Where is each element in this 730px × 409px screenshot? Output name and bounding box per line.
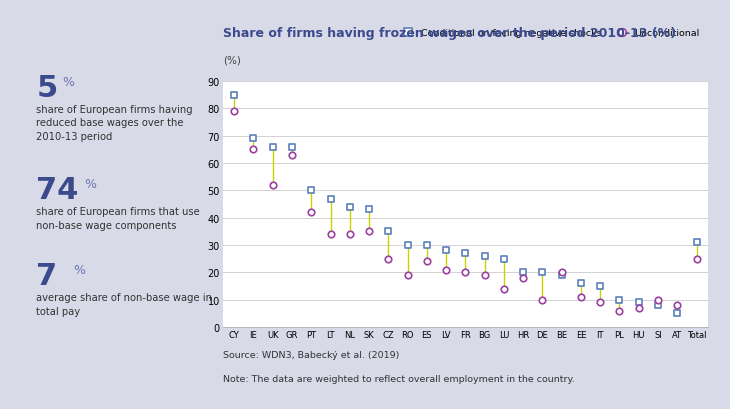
Point [228,108,240,115]
Point [421,258,433,265]
Point [498,286,510,292]
Point [594,283,606,290]
Point [402,242,413,249]
Point [479,253,491,260]
Point [672,310,683,317]
Text: average share of non-base wage in
total pay: average share of non-base wage in total … [36,292,212,316]
Point [518,275,529,281]
Point [556,270,567,276]
Text: Source: WDN3, Babecký et al. (2019): Source: WDN3, Babecký et al. (2019) [223,350,399,359]
Point [537,270,548,276]
Point [247,147,259,153]
Point [440,267,452,273]
Point [614,297,626,303]
Text: (%): (%) [223,55,240,65]
Text: 74: 74 [36,176,79,205]
Point [344,204,356,211]
Point [575,294,587,301]
Point [460,270,472,276]
Point [537,297,548,303]
Point [633,299,645,306]
Point [652,297,664,303]
Text: share of European firms having
reduced base wages over the
2010-13 period: share of European firms having reduced b… [36,104,193,142]
Point [228,92,240,99]
Text: Share of firms having frozen wages over the period 2010-13 (%): Share of firms having frozen wages over … [223,27,676,40]
Point [267,182,279,189]
Point [479,272,491,279]
Legend: Conditional on facing negative shocks, Unconditional: Conditional on facing negative shocks, U… [395,25,704,42]
Point [594,299,606,306]
Point [383,256,394,262]
Point [460,250,472,257]
Point [518,270,529,276]
Point [286,144,298,151]
Text: 7: 7 [36,262,58,291]
Text: %: % [62,76,74,89]
Text: Note: The data are weighted to reflect overall employment in the country.: Note: The data are weighted to reflect o… [223,374,575,383]
Point [402,272,413,279]
Text: %: % [73,264,85,277]
Point [691,239,702,246]
Point [421,242,433,249]
Point [652,302,664,309]
Point [383,229,394,235]
Point [344,231,356,238]
Point [556,272,567,279]
Text: share of European firms that use
non-base wage components: share of European firms that use non-bas… [36,207,200,230]
Point [691,256,702,262]
Point [286,152,298,159]
Point [305,188,317,194]
Point [633,305,645,311]
Text: %: % [84,178,96,191]
Point [364,229,375,235]
Point [267,144,279,151]
Point [364,207,375,213]
Point [305,209,317,216]
Point [325,196,337,202]
Point [672,302,683,309]
Point [325,231,337,238]
Point [498,256,510,262]
Text: 5: 5 [36,74,58,103]
Point [440,247,452,254]
Point [614,308,626,314]
Point [575,280,587,287]
Point [247,136,259,142]
